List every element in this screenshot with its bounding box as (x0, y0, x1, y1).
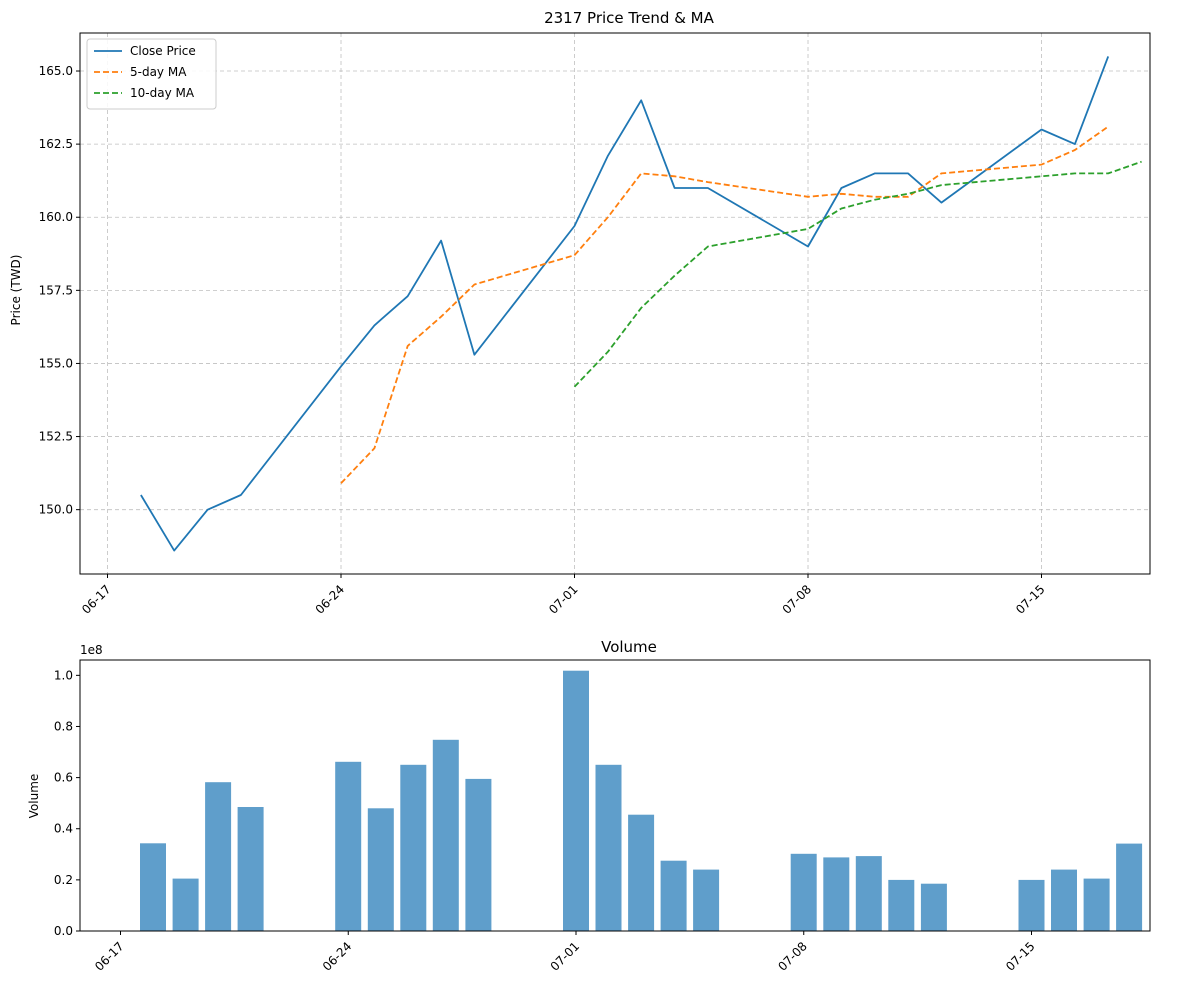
price-series-line-0 (140, 56, 1110, 552)
volume-bar (595, 764, 622, 931)
volume-y-axis-label: Volume (27, 774, 41, 819)
volume-chart-title: Volume (601, 638, 657, 656)
volume-bar (823, 857, 850, 931)
price-legend-label-1: 5-day MA (130, 65, 187, 79)
volume-y-tick-label: 0.8 (54, 719, 73, 733)
volume-y-tick-label: 0.0 (54, 924, 73, 938)
volume-bar (660, 860, 687, 931)
volume-bar (335, 761, 362, 931)
price-y-tick-label: 152.5 (39, 430, 73, 444)
price-legend-label-0: Close Price (130, 44, 196, 58)
price-y-tick-label: 150.0 (39, 503, 73, 517)
volume-plot-frame (79, 659, 1151, 932)
price-series-line-2 (573, 160, 1142, 388)
price-y-tick-label: 160.0 (39, 210, 73, 224)
volume-bar (465, 778, 492, 931)
volume-y-tick-label: 0.2 (54, 873, 73, 887)
price-legend-box (86, 38, 217, 110)
volume-bar (237, 807, 264, 931)
volume-y-tick-label: 1.0 (54, 668, 73, 682)
price-y-tick-label: 165.0 (39, 64, 73, 78)
volume-bar (563, 670, 589, 931)
price-legend-label-2: 10-day MA (130, 86, 195, 100)
volume-bar (400, 764, 427, 931)
volume-chart-panel: Volume Volume 1e8 0.00.20.40.60.81.006-1… (27, 638, 1151, 974)
price-y-tick-label: 162.5 (39, 137, 73, 151)
price-chart-title: 2317 Price Trend & MA (544, 9, 715, 27)
volume-y-tick-label: 0.4 (54, 822, 73, 836)
volume-bar (920, 883, 947, 931)
volume-bar (1018, 879, 1045, 931)
volume-bar (172, 878, 199, 931)
price-y-tick-label: 155.0 (39, 356, 73, 370)
volume-y-tick-label: 0.6 (54, 771, 73, 785)
volume-bar (888, 879, 915, 931)
price-series-line-1 (340, 125, 1109, 484)
volume-bar (367, 808, 394, 931)
price-y-axis-label: Price (TWD) (9, 255, 23, 326)
price-plot-frame (79, 32, 1151, 575)
volume-bar (628, 814, 655, 931)
volume-bar (1051, 869, 1077, 931)
volume-bar (1083, 878, 1110, 931)
volume-bar (432, 739, 459, 931)
volume-bar (855, 856, 882, 931)
volume-bar (205, 782, 232, 931)
volume-bar (1116, 843, 1143, 931)
volume-scale-label: 1e8 (80, 643, 103, 657)
volume-bar (140, 843, 166, 931)
volume-bar (790, 853, 817, 931)
price-y-tick-label: 157.5 (39, 283, 73, 297)
volume-bar (693, 869, 720, 931)
